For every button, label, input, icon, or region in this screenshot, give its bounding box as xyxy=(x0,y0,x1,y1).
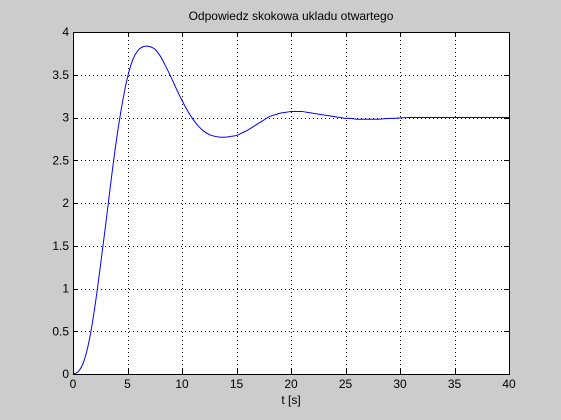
y-tick-label: 3 xyxy=(62,111,69,125)
y-tick-label: 2 xyxy=(62,196,69,210)
grid-lines xyxy=(73,32,509,374)
x-tick-label: 0 xyxy=(70,377,77,391)
y-tick-label: 0 xyxy=(62,367,69,381)
x-tick-label: 25 xyxy=(339,377,353,391)
x-tick-labels: 0 5 10 15 20 25 30 35 40 xyxy=(70,377,516,391)
y-tick-label: 1 xyxy=(62,282,69,296)
x-tick-label: 20 xyxy=(284,377,298,391)
x-tick-label: 15 xyxy=(230,377,244,391)
y-tick-label: 0.5 xyxy=(52,324,69,338)
x-tick-label: 30 xyxy=(393,377,407,391)
x-tick-label: 10 xyxy=(175,377,189,391)
chart-title: Odpowiedz skokowa ukladu otwartego xyxy=(189,9,394,23)
y-tick-label: 4 xyxy=(62,25,69,39)
tick-marks xyxy=(73,32,510,375)
y-tick-label: 3.5 xyxy=(52,68,69,82)
y-tick-labels: 0 0.5 1 1.5 2 2.5 3 3.5 4 xyxy=(52,25,69,381)
x-tick-label: 35 xyxy=(448,377,462,391)
series-line xyxy=(72,45,509,375)
series-group xyxy=(72,45,509,375)
y-tick-label: 2.5 xyxy=(52,153,69,167)
y-tick-label: 1.5 xyxy=(52,239,69,253)
x-tick-label: 5 xyxy=(124,377,131,391)
plot-area xyxy=(73,32,509,374)
x-axis-label: t [s] xyxy=(281,393,300,407)
x-tick-label: 40 xyxy=(502,377,516,391)
